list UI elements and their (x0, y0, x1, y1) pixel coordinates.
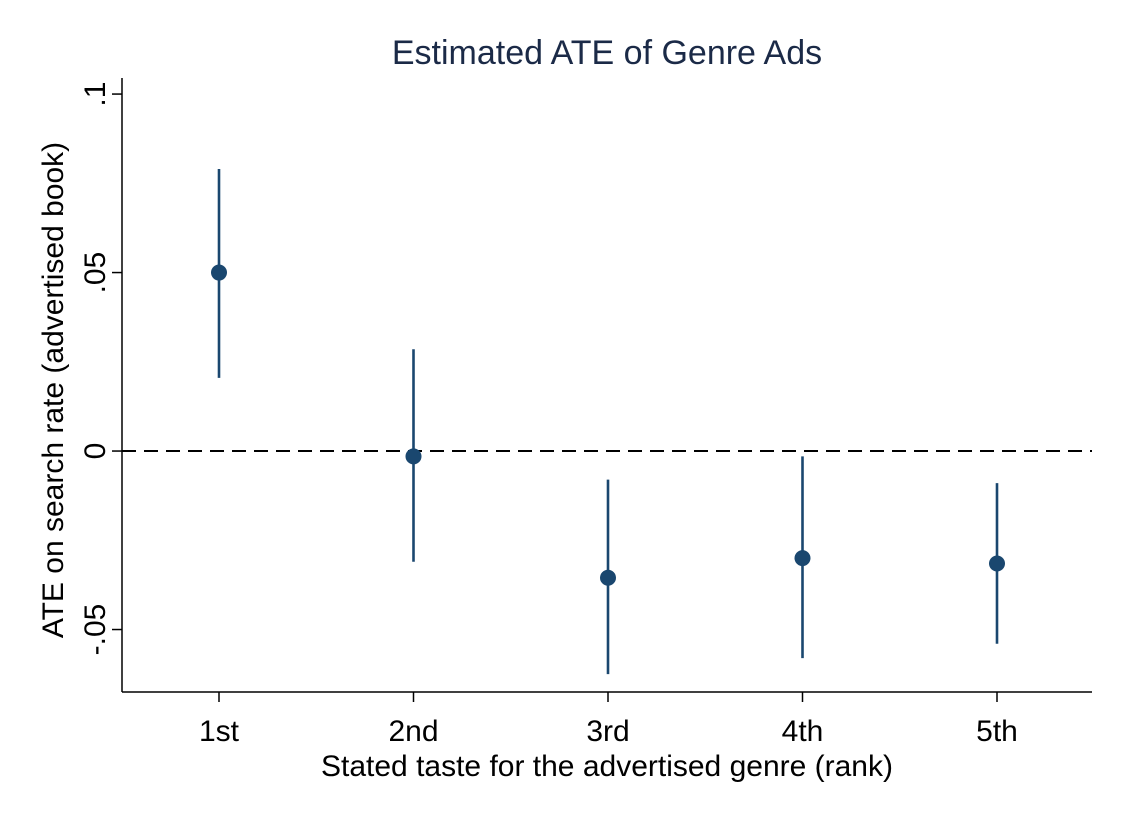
point-estimate (405, 448, 422, 465)
y-tick-label: 0 (79, 443, 112, 460)
x-axis-label: Stated taste for the advertised genre (r… (321, 750, 893, 783)
y-tick-label: -.05 (79, 604, 112, 656)
y-axis-label: ATE on search rate (advertised book) (37, 142, 70, 638)
x-tick-label: 5th (976, 715, 1018, 748)
x-tick-label: 3rd (586, 715, 629, 748)
x-tick-label: 2nd (388, 715, 438, 748)
y-tick-label: .1 (79, 82, 112, 107)
y-axis-ticks: -.05 0 .05 .1 (79, 82, 122, 656)
estimate-series (211, 169, 1005, 675)
y-tick-label: .05 (79, 252, 112, 294)
point-estimate (600, 569, 616, 586)
point-estimate (794, 550, 811, 567)
x-axis-ticks: 1st 2nd 3rd 4th 5th (199, 692, 1018, 748)
x-tick-label: 1st (199, 715, 240, 748)
point-estimate (211, 264, 227, 281)
chart-title: Estimated ATE of Genre Ads (392, 34, 822, 72)
point-estimate (989, 555, 1005, 572)
x-tick-label: 4th (782, 715, 824, 748)
